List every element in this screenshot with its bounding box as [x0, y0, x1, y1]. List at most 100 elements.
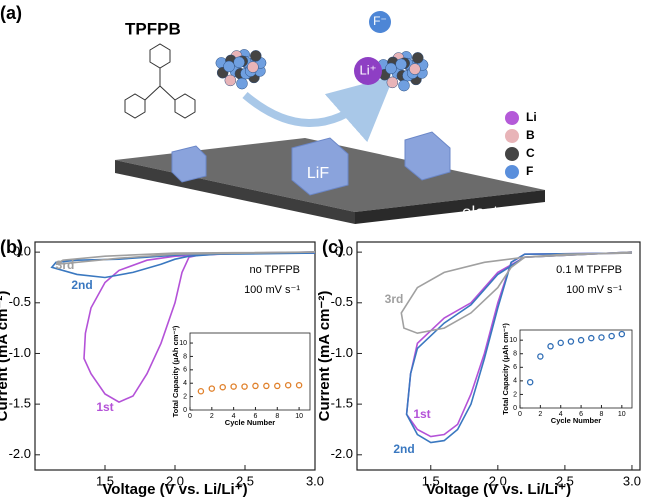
annotation: no TPFPB — [249, 264, 300, 276]
annotation: 0.1 M TPFPB — [556, 264, 622, 276]
y-tick-label: 10 — [179, 340, 187, 347]
plot-frame — [519, 329, 633, 409]
y-axis-title: Total Capacity (μAh cm⁻²) — [171, 325, 180, 417]
annotation: 100 mV s⁻¹ — [244, 284, 300, 296]
atom — [395, 58, 407, 71]
x-tick-label: 4 — [232, 413, 236, 420]
schematic: (a) TPFPB electrode LiF F⁻ Li⁺ Li BCF — [0, 3, 545, 224]
atom — [250, 50, 262, 62]
x-tick-label: 0 — [518, 411, 522, 418]
x-tick-label: 10 — [618, 411, 626, 418]
point — [588, 334, 595, 342]
x-tick-label: 6 — [254, 413, 258, 420]
y-tick-label: 2 — [183, 393, 187, 400]
molecule-name: TPFPB — [125, 19, 181, 38]
panel-label: (c) — [322, 237, 344, 257]
x-axis-title: Voltage (V vs. Li/Li⁺) — [102, 481, 247, 498]
legend-swatch — [505, 129, 519, 143]
series-label: 2nd — [71, 278, 92, 292]
y-tick-label: 0 — [513, 405, 517, 412]
point — [547, 343, 554, 350]
x-tick-label: 1.5 — [422, 473, 440, 488]
y-tick-label: -0.5 — [331, 294, 353, 309]
y-tick-label: 6 — [513, 364, 517, 371]
x-tick-label: 6 — [579, 411, 583, 418]
atom — [398, 79, 410, 92]
molecules — [215, 49, 429, 92]
atom — [412, 52, 424, 64]
point — [526, 378, 534, 386]
y-tick-label: 8 — [183, 353, 187, 360]
point — [230, 383, 237, 390]
electrode-label: electrode — [462, 202, 532, 221]
y-axis-title: Total Capacity (μAh cm⁻²) — [501, 323, 510, 415]
x-tick-label: 10 — [295, 413, 303, 420]
point — [284, 381, 292, 389]
cv-curve — [405, 251, 633, 444]
point — [557, 339, 564, 347]
legend-swatch — [505, 111, 519, 125]
electrode-side — [355, 190, 545, 224]
y-tick-label: 4 — [513, 378, 517, 385]
atom — [385, 62, 397, 75]
legend-label: Li — [526, 110, 537, 124]
cube — [171, 145, 207, 183]
cv-curve — [400, 251, 633, 335]
ion-label: Li⁺ — [360, 62, 377, 77]
y-tick-label: 10 — [509, 337, 517, 344]
panel-label: (b) — [0, 237, 23, 257]
y-tick-label: 8 — [513, 351, 517, 358]
y-axis-title: Current (mA cm⁻²) — [316, 291, 333, 422]
point — [263, 382, 270, 390]
atom — [233, 56, 245, 69]
x-axis-title: Cycle Number — [551, 416, 602, 425]
point — [219, 383, 226, 391]
legend-label: B — [526, 128, 535, 142]
y-tick-label: 4 — [183, 380, 187, 387]
point — [197, 388, 205, 395]
product-label: LiF — [307, 165, 329, 182]
x-tick-label: 8 — [275, 413, 279, 420]
point — [537, 353, 544, 360]
y-tick-label: 2 — [513, 391, 517, 398]
y-tick-label: -2.0 — [9, 446, 31, 461]
point — [208, 385, 216, 392]
point — [252, 382, 259, 390]
cv-curve — [83, 251, 316, 403]
x-tick-label: 2 — [210, 413, 214, 420]
panel-label: (a) — [0, 3, 22, 23]
x-tick-label: 0 — [188, 413, 192, 420]
series-label: 3rd — [385, 292, 404, 306]
ion — [369, 11, 391, 33]
y-tick-label: 0.0 — [335, 244, 353, 259]
atom — [386, 76, 399, 89]
ion-label: F⁻ — [373, 14, 387, 28]
annotation: 100 mV s⁻¹ — [566, 284, 622, 296]
structure — [124, 43, 196, 119]
y-tick-label: 6 — [183, 367, 187, 374]
y-tick-label: -2.0 — [331, 446, 353, 461]
series-label: 1st — [413, 407, 430, 421]
y-tick-label: 0 — [183, 407, 187, 414]
y-tick-label: 0.0 — [13, 244, 31, 259]
point — [295, 381, 303, 389]
x-axis-title: Voltage (V vs. Li/Li⁺) — [426, 481, 571, 498]
x-tick-label: 2 — [538, 411, 542, 418]
cv-curve — [405, 251, 633, 438]
x-tick-label: 2.5 — [236, 473, 254, 488]
legend-label: F — [526, 164, 533, 178]
x-axis-title: Cycle Number — [225, 418, 276, 427]
cv-curve — [55, 251, 316, 266]
atom — [236, 77, 248, 90]
y-axis-title: Current (mA cm⁻²) — [0, 291, 11, 422]
plot-frame — [189, 332, 311, 411]
legend: Li BCF — [505, 110, 537, 179]
series-label: 1st — [96, 400, 113, 414]
x-tick-label: 2.0 — [166, 473, 184, 488]
cube — [404, 131, 451, 181]
legend-swatch — [505, 165, 519, 179]
atom — [247, 61, 259, 73]
y-tick-label: -1.5 — [331, 396, 353, 411]
y-tick-label: -0.5 — [9, 294, 31, 309]
